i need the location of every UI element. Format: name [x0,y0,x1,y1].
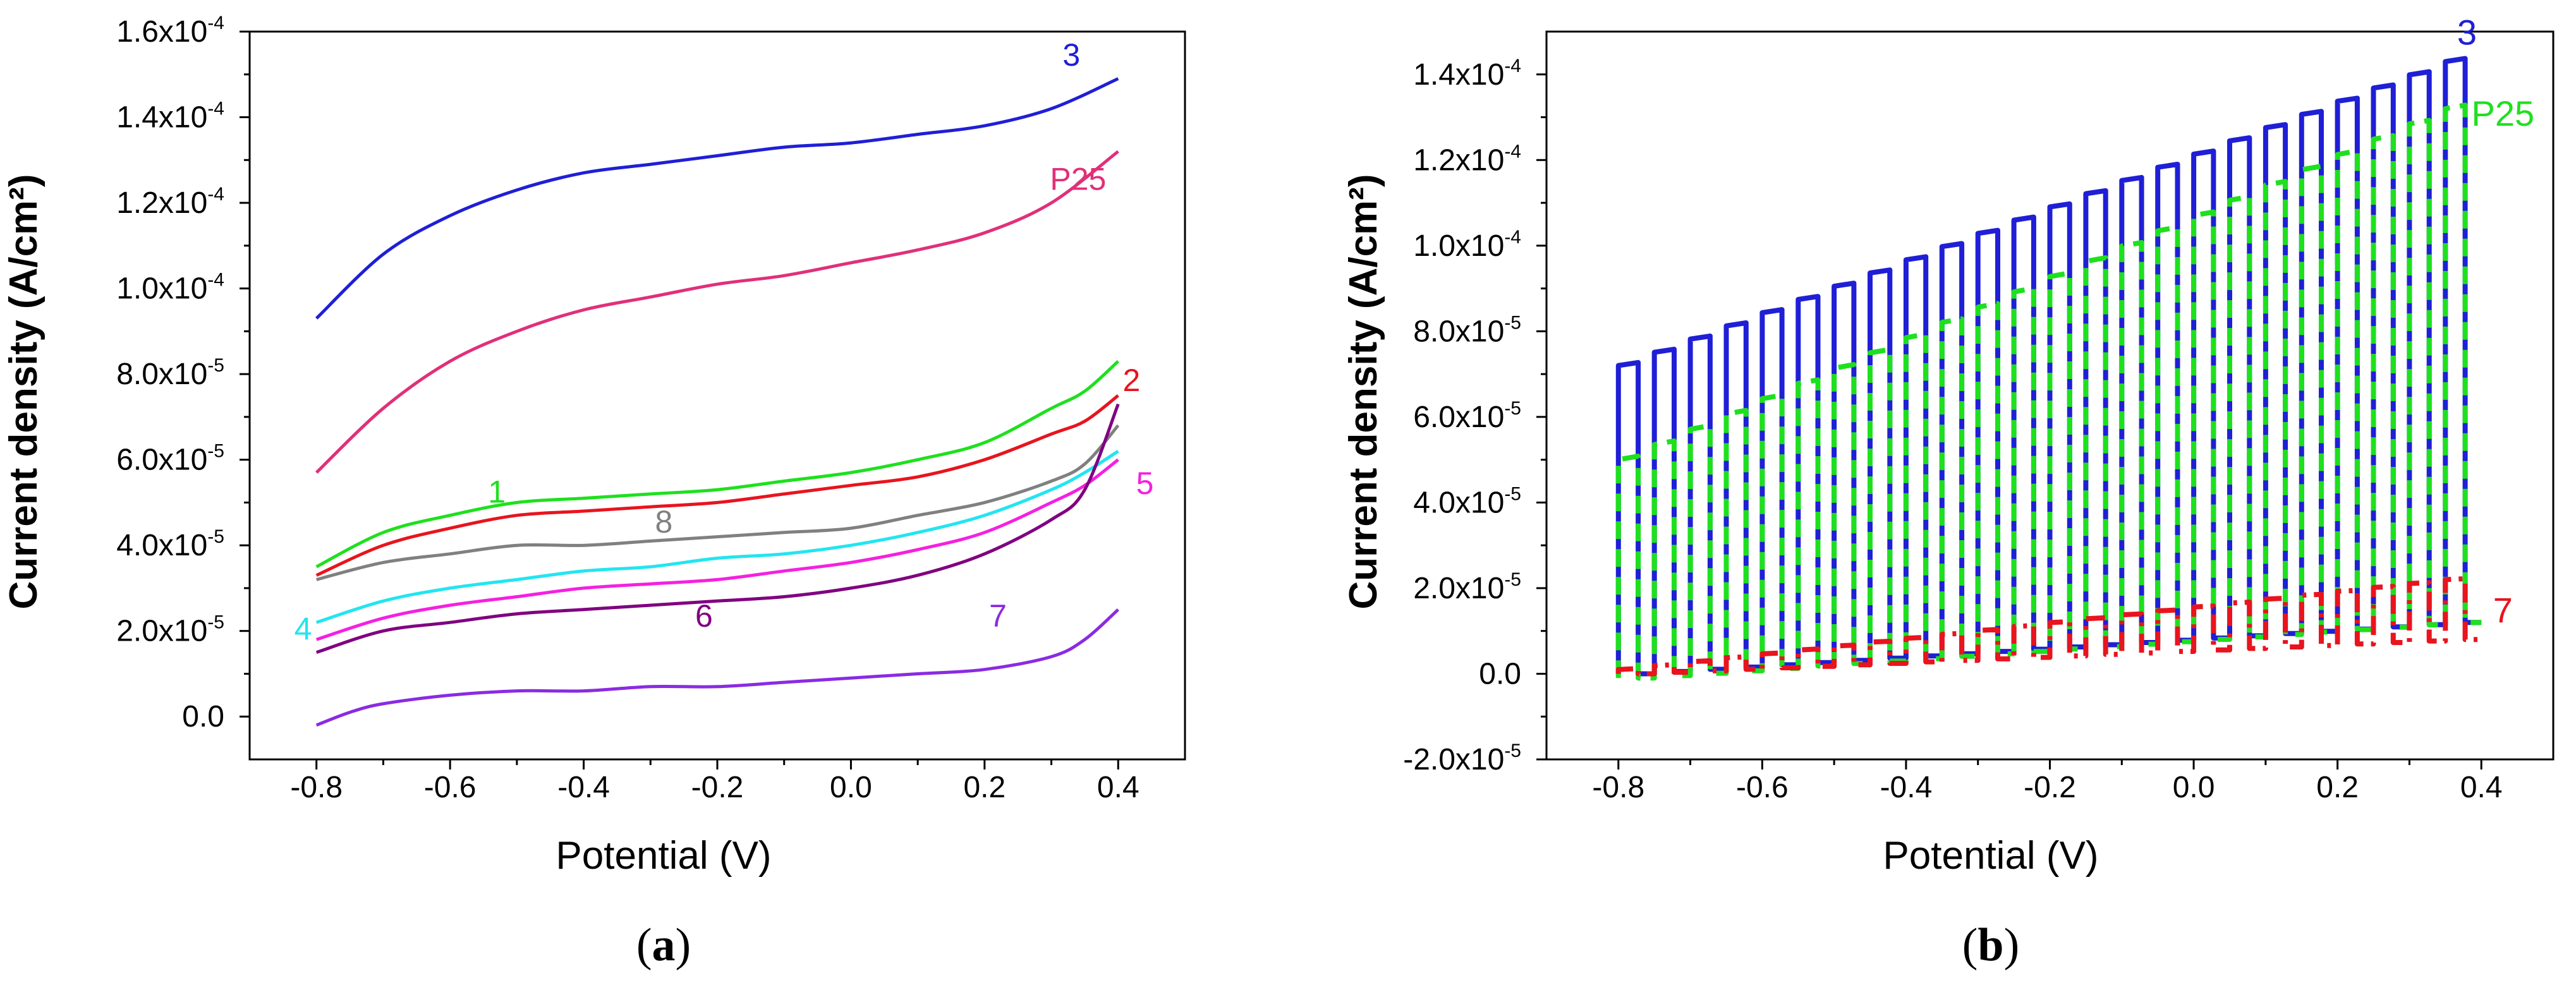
x-tick-label: -0.2 [2024,771,2076,804]
panel-label-a-open: ( [636,919,652,971]
x-tick-label: -0.6 [1736,771,1789,804]
panel-label-b-close: ) [2004,919,2020,971]
x-tick-label: 0.4 [2460,771,2503,804]
y-tick-label: 2.0x10-5 [1413,569,1521,605]
y-tick-label: 1.4x10-4 [116,99,224,135]
x-tick-label: -0.6 [424,771,477,804]
y-tick-label: 4.0x10-5 [1413,483,1521,519]
chart-panel-b: -0.8 -0.6 -0.4 -0.2 0.0 0.2 0.4 -2.0x10-5 0.0 2.0… [1342,12,2555,971]
y-tick-label: 0.0 [1479,657,1521,691]
y-tick-label: 1.4x10-4 [1413,56,1521,92]
y-tick-label: 8.0x10-5 [1413,312,1521,348]
x-tick-label: -0.2 [691,771,744,804]
y-tick-label: 6.0x10-5 [116,441,224,477]
series-line-a-3 [315,77,1119,320]
plot-area-a: -0.8 -0.6 -0.4 -0.2 0.0 0.2 0.4 0.0 2.0x10-5 4.0x… [116,13,1186,804]
x-axis-title-b: Potential (V) [1883,834,2098,878]
y-tick-label: 1.2x10-4 [1413,141,1521,177]
y-tick-label: 4.0x10-5 [116,526,224,562]
x-axis-title-a: Potential (V) [556,834,771,878]
axes-frame-a [248,30,1186,761]
x-tick-label: -0.8 [290,771,343,804]
x-tick-label: -0.4 [1880,771,1933,804]
series-label-a-5: 5 [1136,466,1154,501]
series-label-a-7: 7 [989,598,1007,634]
panel-label-a-close: ) [676,919,691,971]
panel-label-a: (a) [636,919,691,971]
y-tick-label: 2.0x10-5 [116,612,224,648]
x-tick-label: 0.4 [1097,771,1139,804]
y-tick-label: 1.0x10-4 [116,270,224,306]
y-axis-title-a: Current density (A/cm²) [2,174,46,610]
series-line-a-7 [315,608,1119,727]
y-tick-label: 6.0x10-5 [1413,398,1521,434]
series-label-a-6: 6 [695,598,713,634]
x-tick-label: 0.2 [2316,771,2359,804]
y-tick-label: 1.0x10-4 [1413,227,1521,263]
series-line-a-4 [315,449,1119,624]
panel-label-b-letter: b [1978,919,2003,971]
series-label-a-1: 1 [488,474,506,509]
x-tick-label: 0.0 [2173,771,2215,804]
x-tick-label: -0.8 [1592,771,1644,804]
series-line-a-2 [315,394,1119,577]
series-label-a-4: 4 [295,611,312,646]
series-label-a-p25: P25 [1050,162,1106,197]
series-label-b-3: 3 [2457,12,2477,52]
plot-area-b: -0.8 -0.6 -0.4 -0.2 0.0 0.2 0.4 -2.0x10-5 0.0 2.0… [1403,12,2555,804]
x-tick-label: -0.4 [557,771,610,804]
y-tick-label: 1.2x10-4 [116,184,224,220]
y-tick-label: -2.0x10-5 [1403,740,1521,776]
series-label-a-2: 2 [1123,363,1141,398]
x-tick-label: 0.2 [963,771,1005,804]
panel-label-b: (b) [1962,919,2019,971]
panel-label-b-open: ( [1962,919,1978,971]
series-label-a-8: 8 [655,504,673,540]
y-tick-label: 8.0x10-5 [116,355,224,391]
series-line-a-p25 [315,150,1119,474]
series-line-b-7 [1615,576,2482,677]
panel-label-a-letter: a [652,919,676,971]
series-line-a-8 [316,424,1120,581]
y-tick-label: 0.0 [182,700,224,733]
series-label-b-p25: P25 [2472,94,2535,133]
series-label-b-7: 7 [2493,590,2513,630]
series-line-a-5 [315,458,1119,641]
series-line-a-6 [315,403,1120,654]
x-tick-label: 0.0 [830,771,872,804]
series-line-a-1 [315,359,1119,569]
y-axis-title-b: Current density (A/cm²) [1342,174,1385,610]
series-label-a-3: 3 [1062,37,1080,73]
chart-panel-a: -0.8 -0.6 -0.4 -0.2 0.0 0.2 0.4 0.0 2.0x10-5 4.0x… [2,13,1186,971]
y-tick-label: 1.6x10-4 [116,13,224,49]
